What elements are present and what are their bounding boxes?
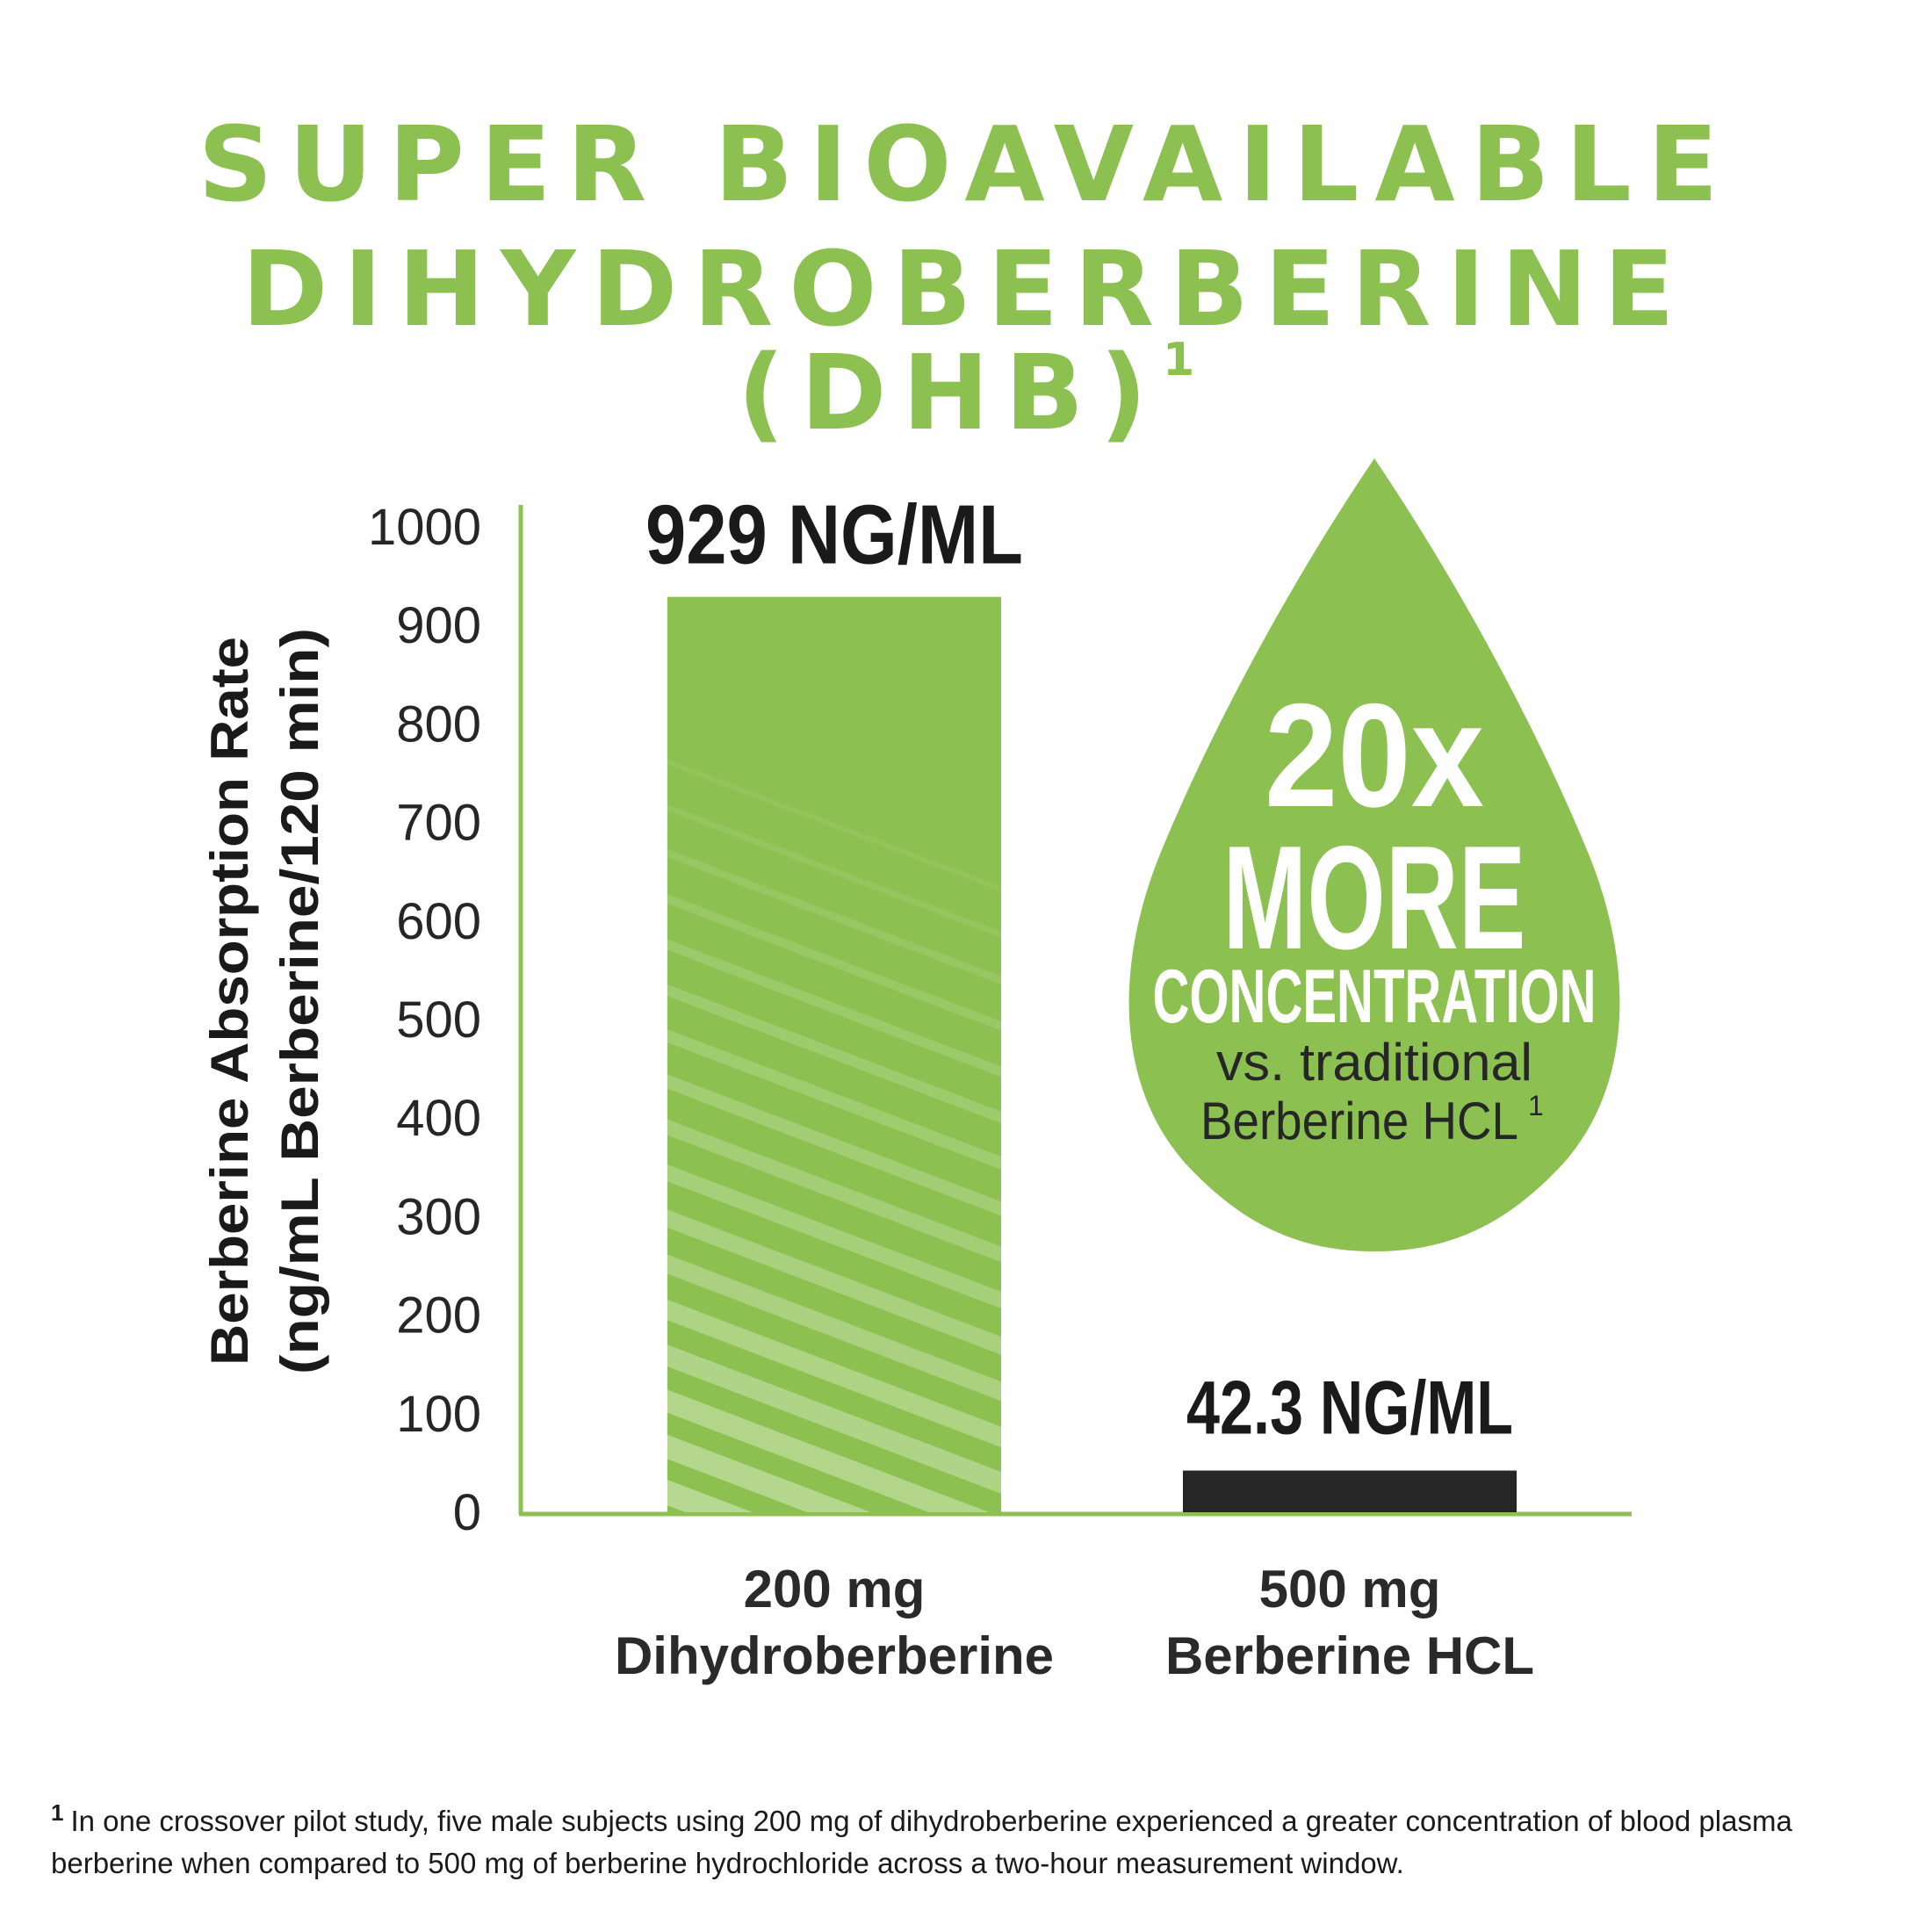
bar-stripe	[667, 1164, 1001, 1308]
footnote-marker: 1	[51, 1799, 64, 1826]
bar-stripe	[650, 1669, 1019, 1809]
title-superscript: 1	[1163, 334, 1195, 386]
bar-dihydroberberine-stripes	[650, 759, 1019, 1809]
footnote: 1 In one crossover pilot study, five male…	[51, 1791, 1895, 1885]
droplet-callout: 20x MORE CONCENTRATION vs. traditional B…	[1128, 458, 1620, 1251]
y-tick-label: 900	[396, 597, 481, 654]
callout-more: MORE	[1223, 815, 1526, 980]
bar-stripe	[667, 1074, 1001, 1216]
y-tick-labels: 0 100 200 300 400 500 600 700 800 900 1000	[368, 499, 481, 1541]
y-tick-label: 800	[396, 696, 481, 753]
bar-stripe	[667, 1299, 1001, 1448]
bar-stripe	[667, 1209, 1001, 1355]
y-axis-label-line-2: (ng/mL Berberine/120 min)	[270, 628, 329, 1374]
category-label-0-line-2: Dihydroberberine	[615, 1626, 1054, 1685]
bar-stripe	[667, 759, 1001, 892]
y-tick-label: 600	[396, 893, 481, 950]
footnote-text-1: In one crossover pilot study, five male …	[70, 1805, 1792, 1837]
value-label-berberine-hcl: 42.3 NG/ML	[1186, 1366, 1513, 1451]
y-axis-label-line-1: Berberine Absorption Rate	[200, 637, 259, 1366]
bar-stripe	[667, 1029, 1001, 1170]
y-tick-label: 300	[396, 1188, 481, 1245]
category-label-1-line-2: Berberine HCL	[1165, 1626, 1534, 1685]
bar-stripe	[667, 1480, 753, 1512]
callout-concentration: CONCENTRATION	[1153, 955, 1597, 1039]
y-tick-label: 1000	[368, 499, 481, 556]
y-tick-label: 0	[453, 1484, 481, 1541]
y-tick-label: 100	[396, 1386, 481, 1443]
callout-20x: 20x	[1265, 673, 1484, 838]
value-label-dihydroberberine: 929 NG/ML	[645, 488, 1023, 582]
bar-stripe	[667, 984, 1001, 1124]
bar-stripe	[667, 1389, 990, 1512]
bar-berberine-hcl	[1183, 1470, 1517, 1512]
bar-stripe	[667, 1254, 1001, 1402]
category-label-0-line-1: 200 mg	[744, 1560, 926, 1618]
footnote-line-1: 1 In one crossover pilot study, five male…	[51, 1791, 1895, 1842]
page-title-line-1: SUPER BIOAVAILABLE	[0, 112, 1932, 216]
bar-stripe	[667, 1434, 871, 1512]
bar-stripe	[667, 804, 1001, 939]
bar-dihydroberberine	[667, 596, 1001, 1512]
bar-series	[650, 596, 1517, 1809]
category-label-1-line-1: 500 mg	[1259, 1560, 1441, 1618]
callout-vs-traditional: vs. traditional	[1216, 1033, 1532, 1092]
title-text-1: SUPER BIOAVAILABLE	[198, 104, 1734, 225]
bar-stripe	[667, 894, 1001, 1031]
callout-superscript: 1	[1528, 1090, 1544, 1121]
bar-stripe	[667, 1344, 1001, 1494]
droplet-shape	[1128, 458, 1620, 1251]
bar-stripe	[667, 848, 1001, 985]
y-tick-label: 400	[396, 1090, 481, 1147]
page-title-line-2: DIHYDROBERBERINE (DHB)1	[0, 237, 1932, 444]
footnote-line-2: berberine when compared to 500 mg of ber…	[51, 1847, 1404, 1879]
bar-stripe	[667, 1119, 1001, 1263]
title-text-2: DIHYDROBERBERINE (DHB)	[242, 228, 1690, 453]
callout-berberine-hcl: Berberine HCL	[1200, 1092, 1518, 1150]
bar-stripe	[667, 939, 1001, 1078]
y-tick-label: 500	[396, 991, 481, 1049]
y-tick-label: 200	[396, 1287, 481, 1344]
y-tick-label: 700	[396, 795, 481, 852]
